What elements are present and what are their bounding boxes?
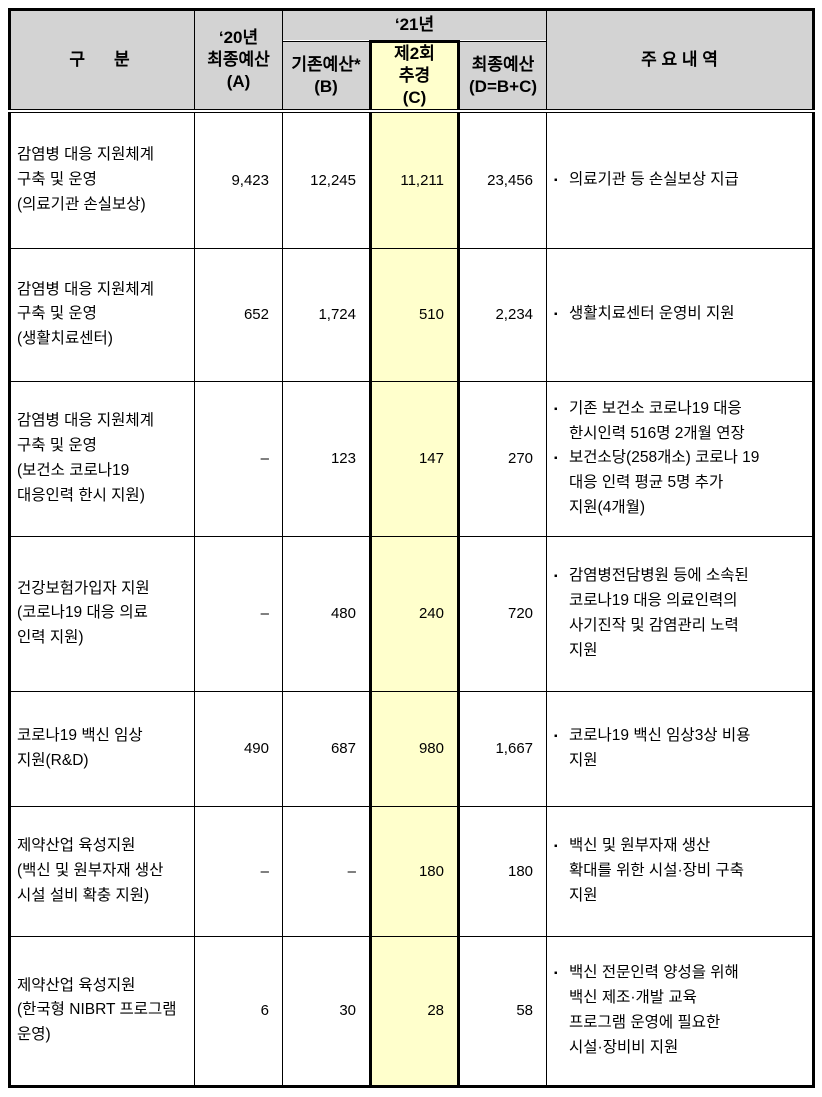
budget-c-cell: 980: [369, 690, 460, 807]
budget-d-cell: 1,667: [457, 690, 548, 807]
table-row: 코로나19 백신 임상 지원(R&D) 490 687 980 1,667 ▪ …: [9, 690, 815, 807]
category-cell: 제약산업 육성지원 (한국형 NIBRT 프로그램 운영): [9, 935, 195, 1087]
detail-text: 의료기관 등 손실보상 지급: [569, 171, 739, 189]
budget-b-cell: 687: [282, 690, 371, 807]
budget-d-cell: 58: [457, 935, 548, 1087]
details-cell: ▪ 백신 및 원부자재 생산 확대를 위한 시설·장비 구축 지원: [546, 805, 815, 937]
budget-table: 구 분 ‘20년 최종예산 (A) ‘21년 주 요 내 역 기존예산* (B)…: [8, 8, 816, 1088]
detail-item: ▪ 보건소당(258개소) 코로나 19 대응 인력 평균 5명 추가 지원(4…: [554, 446, 808, 520]
budget-d-cell: 23,456: [457, 110, 548, 249]
category-cell: 코로나19 백신 임상 지원(R&D): [9, 690, 195, 807]
bullet-icon: ▪: [554, 453, 558, 465]
detail-text: 보건소당(258개소) 코로나 19 대응 인력 평균 5명 추가 지원(4개월…: [569, 449, 760, 516]
bullet-icon: ▪: [554, 730, 558, 742]
budget-b-cell: –: [282, 805, 371, 937]
budget-a-cell: –: [194, 535, 283, 692]
details-cell: ▪ 기존 보건소 코로나19 대응 한시인력 516명 2개월 연장 ▪ 보건소…: [546, 380, 815, 537]
supplementary-budget-header-cell: 제2회 추경 (C): [369, 40, 460, 114]
page: 구 분 ‘20년 최종예산 (A) ‘21년 주 요 내 역 기존예산* (B)…: [0, 8, 822, 1097]
category-cell: 감염병 대응 지원체계 구축 및 운영 (보건소 코로나19 대응인력 한시 지…: [9, 380, 195, 537]
detail-item: ▪ 감염병전담병원 등에 소속된 코로나19 대응 의료인력의 사기진작 및 감…: [554, 564, 808, 663]
bullet-icon: ▪: [554, 968, 558, 980]
detail-item: ▪ 백신 및 원부자재 생산 확대를 위한 시설·장비 구축 지원: [554, 834, 808, 908]
budget-a-cell: –: [194, 805, 283, 937]
budget-b-cell: 480: [282, 535, 371, 692]
detail-text: 생활치료센터 운영비 지원: [569, 305, 735, 323]
table-header: 구 분 ‘20년 최종예산 (A) ‘21년 주 요 내 역 기존예산* (B)…: [9, 9, 815, 114]
budget-c-cell: 28: [369, 935, 460, 1087]
budget-a-cell: 6: [194, 935, 283, 1087]
detail-text: 백신 전문인력 양성을 위해 백신 제조·개발 교육 프로그램 운영에 필요한 …: [569, 964, 739, 1056]
details-cell: ▪ 의료기관 등 손실보상 지급: [546, 110, 815, 249]
details-cell: ▪ 감염병전담병원 등에 소속된 코로나19 대응 의료인력의 사기진작 및 감…: [546, 535, 815, 692]
budget-2020-header-cell: ‘20년 최종예산 (A): [194, 9, 283, 114]
budget-d-cell: 2,234: [457, 247, 548, 382]
details-cell: ▪ 백신 전문인력 양성을 위해 백신 제조·개발 교육 프로그램 운영에 필요…: [546, 935, 815, 1087]
bullet-icon: ▪: [554, 175, 558, 187]
budget-d-cell: 270: [457, 380, 548, 537]
detail-item: ▪ 백신 전문인력 양성을 위해 백신 제조·개발 교육 프로그램 운영에 필요…: [554, 961, 808, 1060]
detail-item: ▪ 기존 보건소 코로나19 대응 한시인력 516명 2개월 연장: [554, 397, 808, 447]
budget-a-cell: 490: [194, 690, 283, 807]
bullet-icon: ▪: [554, 309, 558, 321]
table-body: 감염병 대응 지원체계 구축 및 운영 (의료기관 손실보상) 9,423 12…: [9, 110, 815, 1087]
budget-a-cell: 652: [194, 247, 283, 382]
category-cell: 감염병 대응 지원체계 구축 및 운영 (생활치료센터): [9, 247, 195, 382]
budget-b-cell: 12,245: [282, 110, 371, 249]
budget-c-cell: 180: [369, 805, 460, 937]
year-2021-group-header-cell: ‘21년: [281, 9, 548, 42]
detail-item: ▪ 의료기관 등 손실보상 지급: [554, 168, 808, 193]
detail-item: ▪ 코로나19 백신 임상3상 비용 지원: [554, 724, 808, 774]
existing-budget-header-cell: 기존예산* (B): [282, 41, 371, 114]
category-cell: 감염병 대응 지원체계 구축 및 운영 (의료기관 손실보상): [9, 110, 195, 249]
budget-b-cell: 123: [282, 380, 371, 537]
bullet-icon: ▪: [554, 841, 558, 853]
detail-text: 코로나19 백신 임상3상 비용 지원: [569, 726, 751, 769]
detail-item: ▪ 생활치료센터 운영비 지원: [554, 302, 808, 327]
budget-c-cell: 240: [369, 535, 460, 692]
budget-a-cell: 9,423: [194, 110, 283, 249]
budget-d-cell: 180: [457, 805, 548, 937]
bullet-icon: ▪: [554, 403, 558, 415]
budget-c-cell: 510: [369, 247, 460, 382]
budget-d-cell: 720: [457, 535, 548, 692]
table-row: 제약산업 육성지원 (백신 및 원부자재 생산 시설 설비 확충 지원) – –…: [9, 805, 815, 937]
budget-b-cell: 30: [282, 935, 371, 1087]
table-row: 감염병 대응 지원체계 구축 및 운영 (생활치료센터) 652 1,724 5…: [9, 247, 815, 382]
details-cell: ▪ 생활치료센터 운영비 지원: [546, 247, 815, 382]
budget-b-cell: 1,724: [282, 247, 371, 382]
category-cell: 건강보험가입자 지원 (코로나19 대응 의료 인력 지원): [9, 535, 195, 692]
detail-text: 백신 및 원부자재 생산 확대를 위한 시설·장비 구축 지원: [569, 837, 744, 904]
table-row: 감염병 대응 지원체계 구축 및 운영 (보건소 코로나19 대응인력 한시 지…: [9, 380, 815, 537]
budget-a-cell: –: [194, 380, 283, 537]
budget-c-cell: 147: [369, 380, 460, 537]
table-row: 건강보험가입자 지원 (코로나19 대응 의료 인력 지원) – 480 240…: [9, 535, 815, 692]
category-cell: 제약산업 육성지원 (백신 및 원부자재 생산 시설 설비 확충 지원): [9, 805, 195, 937]
table-row: 감염병 대응 지원체계 구축 및 운영 (의료기관 손실보상) 9,423 12…: [9, 110, 815, 249]
final-budget-header-cell: 최종예산 (D=B+C): [457, 41, 548, 114]
bullet-icon: ▪: [554, 571, 558, 583]
budget-c-cell: 11,211: [369, 110, 460, 249]
table-row: 제약산업 육성지원 (한국형 NIBRT 프로그램 운영) 6 30 28 58…: [9, 935, 815, 1087]
category-header-cell: 구 분: [9, 9, 195, 114]
detail-text: 기존 보건소 코로나19 대응 한시인력 516명 2개월 연장: [569, 399, 745, 442]
detail-text: 감염병전담병원 등에 소속된 코로나19 대응 의료인력의 사기진작 및 감염관…: [569, 567, 749, 659]
details-cell: ▪ 코로나19 백신 임상3상 비용 지원: [546, 690, 815, 807]
details-header-cell: 주 요 내 역: [546, 9, 815, 114]
